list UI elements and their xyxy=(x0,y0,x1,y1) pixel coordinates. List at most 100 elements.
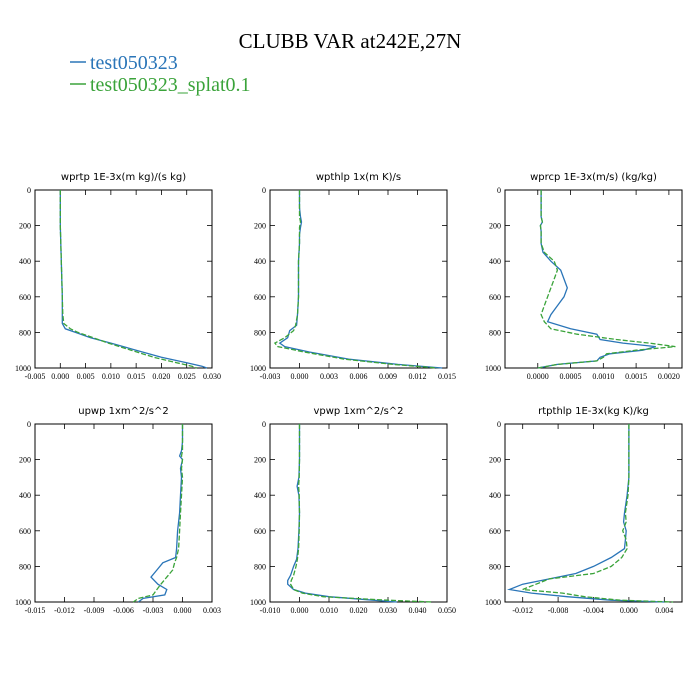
legend-label-0: test050323 xyxy=(90,52,178,74)
y-tick-label: 600 xyxy=(19,293,31,302)
x-tick-label: 0.000 xyxy=(174,606,192,615)
panel-title: rtpthlp 1E-3x(kg K)/kg xyxy=(538,406,649,417)
series-line-1 xyxy=(132,424,184,603)
x-tick-label: -0.010 xyxy=(260,606,281,615)
y-tick-label: 800 xyxy=(254,328,266,337)
series-line-0 xyxy=(59,190,208,369)
plot-frame xyxy=(34,189,213,369)
y-tick-label: 800 xyxy=(254,562,266,571)
y-tick-label: 800 xyxy=(489,562,501,571)
y-tick-label: 400 xyxy=(254,257,266,266)
y-tick-label: 400 xyxy=(489,257,501,266)
y-tick-label: 0 xyxy=(497,186,501,195)
panel-title: vpwp 1xm^2/s^2 xyxy=(313,406,403,417)
plot-frame xyxy=(504,189,683,369)
plot-frame xyxy=(504,423,683,603)
series-line-1 xyxy=(59,190,198,369)
y-tick-label: 800 xyxy=(19,562,31,571)
plot-frame xyxy=(269,423,448,603)
x-tick-label: 0.003 xyxy=(320,372,338,381)
panel-1: wpthlp 1x(m K)/s -0.003 0.000 0.003 0.006 0.0… xyxy=(250,172,456,381)
x-tick-label: 0.004 xyxy=(655,606,673,615)
x-tick-label: 0.010 xyxy=(320,606,338,615)
x-tick-label: 0.020 xyxy=(350,606,368,615)
x-tick-label: -0.015 xyxy=(25,606,46,615)
x-tick-label: 0.010 xyxy=(102,372,120,381)
x-tick-label: 0.020 xyxy=(152,372,170,381)
y-tick-label: 0 xyxy=(27,186,31,195)
plot-frame xyxy=(269,189,448,369)
x-tick-label: -0.009 xyxy=(84,606,105,615)
x-tick-label: 0.030 xyxy=(379,606,397,615)
panel-2: wprcp 1E-3x(m/s) (kg/kg) 0.0000 0.0005 0.00… xyxy=(485,172,683,381)
x-tick-label: -0.003 xyxy=(260,372,281,381)
x-tick-label: -0.012 xyxy=(512,606,533,615)
x-tick-label: -0.003 xyxy=(143,606,164,615)
panel-title: wprtp 1E-3x(m kg)/(s kg) xyxy=(61,172,186,183)
y-tick-label: 800 xyxy=(19,328,31,337)
x-tick-label: 0.030 xyxy=(203,372,221,381)
series-line-1 xyxy=(289,424,433,603)
series-line-0 xyxy=(506,424,665,603)
panel-3: upwp 1xm^2/s^2 -0.015 -0.012 -0.009 -0.006 -0… xyxy=(15,406,221,615)
series-line-0 xyxy=(278,190,443,369)
y-tick-label: 400 xyxy=(254,491,266,500)
x-tick-label: 0.003 xyxy=(203,606,221,615)
y-tick-label: 0 xyxy=(27,420,31,429)
y-tick-label: 400 xyxy=(19,257,31,266)
panel-5: rtpthlp 1E-3x(kg K)/kg -0.012 -0.008 -0.004… xyxy=(485,406,683,615)
y-tick-label: 200 xyxy=(254,222,266,231)
series-line-1 xyxy=(522,424,674,603)
x-tick-label: -0.008 xyxy=(548,606,569,615)
y-tick-label: 0 xyxy=(262,420,266,429)
x-tick-label: 0.0010 xyxy=(592,372,614,381)
y-tick-label: 400 xyxy=(489,491,501,500)
x-tick-label: 0.015 xyxy=(438,372,456,381)
y-tick-label: 600 xyxy=(489,527,501,536)
legend-label-1: test050323_splat0.1 xyxy=(90,74,251,96)
y-tick-label: 600 xyxy=(489,293,501,302)
y-tick-label: 200 xyxy=(489,222,501,231)
x-tick-label: 0.006 xyxy=(350,372,368,381)
plot-frame xyxy=(34,423,213,603)
figure-title: CLUBB VAR at242E,27N xyxy=(239,29,462,53)
y-tick-label: 600 xyxy=(254,527,266,536)
x-tick-label: 0.005 xyxy=(77,372,95,381)
x-tick-label: -0.004 xyxy=(583,606,604,615)
x-tick-label: 0.000 xyxy=(291,372,309,381)
x-tick-label: 0.000 xyxy=(51,372,69,381)
x-tick-label: 0.050 xyxy=(438,606,456,615)
y-tick-label: 600 xyxy=(19,527,31,536)
y-tick-label: 1000 xyxy=(250,598,266,607)
x-tick-label: 0.009 xyxy=(379,372,397,381)
y-tick-label: 1000 xyxy=(15,598,31,607)
x-tick-label: 0.025 xyxy=(178,372,196,381)
y-tick-label: 200 xyxy=(19,222,31,231)
panel-4: vpwp 1xm^2/s^2 -0.010 0.000 0.010 0.020 0.030… xyxy=(250,406,456,615)
x-tick-label: 0.015 xyxy=(127,372,145,381)
y-tick-label: 0 xyxy=(262,186,266,195)
x-tick-label: -0.005 xyxy=(25,372,46,381)
x-tick-label: 0.0000 xyxy=(527,372,549,381)
x-tick-label: -0.006 xyxy=(113,606,134,615)
x-tick-label: -0.012 xyxy=(54,606,75,615)
panel-title: wpthlp 1x(m K)/s xyxy=(316,172,401,183)
y-tick-label: 200 xyxy=(254,456,266,465)
y-tick-label: 0 xyxy=(497,420,501,429)
series-line-0 xyxy=(287,424,397,603)
y-tick-label: 600 xyxy=(254,293,266,302)
y-tick-label: 200 xyxy=(19,456,31,465)
y-tick-label: 1000 xyxy=(485,364,501,373)
x-tick-label: 0.0020 xyxy=(658,372,680,381)
panel-title: upwp 1xm^2/s^2 xyxy=(78,406,168,417)
y-tick-label: 200 xyxy=(489,456,501,465)
x-tick-label: 0.040 xyxy=(409,606,427,615)
y-tick-label: 1000 xyxy=(15,364,31,373)
x-tick-label: 0.000 xyxy=(620,606,638,615)
panel-0: wprtp 1E-3x(m kg)/(s kg) -0.005 0.000 0.005… xyxy=(15,172,221,381)
y-tick-label: 800 xyxy=(489,328,501,337)
y-tick-label: 400 xyxy=(19,491,31,500)
y-tick-label: 1000 xyxy=(250,364,266,373)
y-tick-label: 1000 xyxy=(485,598,501,607)
legend: test050323 test050323_splat0.1 xyxy=(70,52,251,96)
